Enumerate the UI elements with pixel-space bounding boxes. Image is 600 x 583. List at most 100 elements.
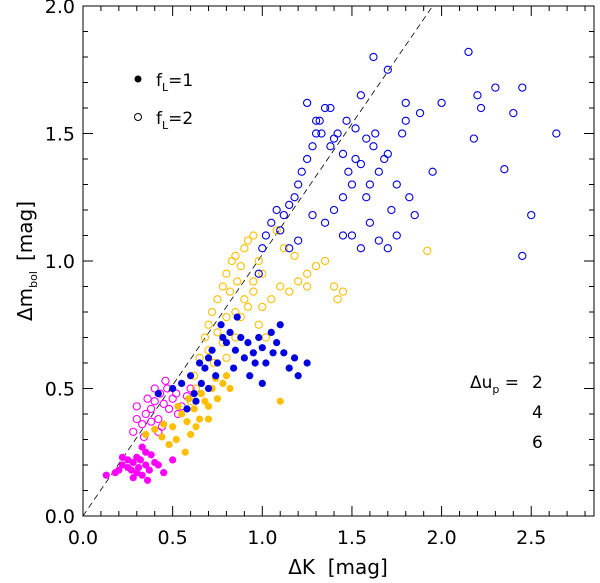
data-point [146, 404, 156, 414]
y-tick-label: 2.0 [45, 0, 75, 18]
x-tick-label: 0.5 [158, 527, 188, 549]
series-4 [154, 313, 311, 413]
data-point [279, 244, 288, 253]
data-point [267, 218, 276, 227]
data-point [405, 193, 414, 202]
data-point [118, 461, 127, 469]
data-point [347, 231, 357, 240]
data-point [160, 420, 168, 428]
data-point [227, 256, 236, 266]
data-point [258, 244, 267, 253]
data-point [374, 236, 383, 245]
data-point [491, 83, 500, 92]
data-point [383, 244, 392, 253]
data-point [207, 307, 217, 317]
data-point [338, 287, 348, 296]
data-point [344, 167, 353, 176]
data-point [342, 116, 351, 125]
reference-diagonal-line [82, 5, 433, 517]
data-point [333, 295, 342, 304]
color-legend: Δup = 2 4 6 [470, 373, 543, 453]
data-point [178, 379, 186, 387]
data-point [518, 251, 527, 261]
data-point [469, 134, 479, 143]
marker-legend: fL=1 fL=2 [134, 71, 193, 132]
data-point [222, 312, 231, 322]
data-point [249, 349, 257, 357]
x-tick-label: 1.0 [247, 527, 277, 549]
data-point [195, 415, 204, 423]
data-point [258, 344, 266, 352]
data-point [308, 210, 317, 220]
data-point [258, 302, 267, 312]
data-point [383, 65, 392, 74]
y-tick-label: 0.5 [45, 379, 75, 401]
data-point [383, 149, 392, 159]
data-point [254, 269, 263, 278]
data-point [213, 395, 222, 403]
data-point [237, 333, 245, 342]
data-point [164, 404, 174, 414]
data-point [308, 142, 317, 151]
data-point [192, 423, 200, 431]
data-point [201, 364, 209, 372]
data-point [320, 256, 330, 266]
data-point [329, 134, 339, 143]
data-point [267, 328, 275, 336]
data-point [254, 256, 263, 266]
data-point [302, 154, 312, 164]
series-0 [102, 443, 177, 484]
data-point [269, 349, 277, 357]
data-point [249, 287, 258, 296]
data-point [150, 397, 159, 406]
y-axis-label-sub: bol [27, 271, 40, 288]
data-point [222, 372, 231, 380]
data-point [204, 320, 213, 329]
legend-fl2-label: fL=2 [156, 109, 193, 132]
color-legend-entry-2: 2 [532, 373, 543, 393]
data-point [129, 458, 137, 467]
data-point [200, 333, 210, 342]
data-point [258, 269, 267, 278]
data-point [369, 52, 378, 62]
data-point [311, 261, 321, 271]
data-point [320, 218, 330, 227]
data-point [129, 474, 137, 482]
data-point [415, 108, 425, 118]
data-point [410, 210, 419, 220]
data-point [169, 456, 177, 464]
y-axis-label: Δmbol [mag] [13, 201, 40, 321]
data-point [398, 129, 407, 138]
data-point [401, 116, 410, 125]
data-point [338, 149, 348, 159]
data-point [261, 333, 271, 342]
data-point [134, 463, 143, 472]
data-point [294, 236, 303, 245]
data-point [243, 236, 253, 245]
data-point [374, 167, 383, 176]
data-point [246, 372, 254, 380]
data-point [290, 193, 299, 202]
data-point [365, 218, 375, 227]
data-point [315, 116, 324, 125]
data-point [261, 231, 271, 240]
data-point [303, 359, 311, 367]
data-point [290, 354, 299, 362]
data-point [197, 390, 205, 398]
data-point [240, 244, 249, 253]
data-point [208, 346, 216, 354]
data-point [183, 405, 191, 413]
data-point [102, 471, 110, 479]
data-point [255, 333, 263, 342]
data-point [174, 402, 182, 410]
data-point [213, 359, 222, 367]
color-legend-entry-6: 6 [532, 433, 543, 453]
data-point [233, 277, 242, 286]
data-point [249, 277, 258, 286]
data-point [231, 251, 240, 261]
data-point [290, 251, 299, 261]
data-point [225, 287, 235, 296]
y-axis-label-main: Δm [13, 288, 37, 321]
data-point [297, 167, 306, 176]
